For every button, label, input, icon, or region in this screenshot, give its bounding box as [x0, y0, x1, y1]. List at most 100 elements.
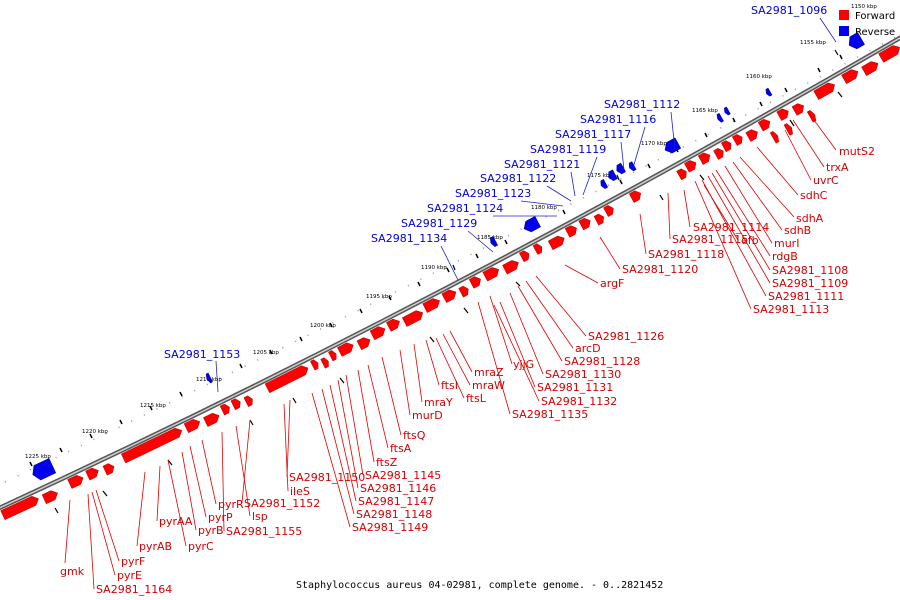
forward-gene-glyph[interactable] [102, 463, 115, 476]
gene-label-forward[interactable]: murD [412, 409, 443, 422]
gene-label-forward[interactable]: pyrB [198, 524, 224, 537]
reverse-gene-glyph[interactable] [848, 32, 865, 50]
reverse-gene-glyph[interactable] [664, 137, 682, 154]
gene-label-reverse[interactable]: SA2981_1129 [401, 217, 477, 230]
forward-gene-glyph[interactable] [468, 276, 481, 289]
forward-gene-glyph[interactable] [183, 419, 201, 434]
forward-gene-glyph[interactable] [757, 118, 771, 132]
forward-gene-glyph[interactable] [769, 130, 780, 144]
gene-label-forward[interactable]: SA2981_1155 [226, 525, 302, 538]
forward-gene-glyph[interactable] [628, 190, 642, 203]
gene-label-forward[interactable]: ftsZ [376, 456, 398, 469]
gene-label-forward[interactable]: SA2981_1132 [541, 395, 617, 408]
forward-gene-glyph[interactable] [337, 342, 354, 357]
gene-label-reverse[interactable]: SA2981_1134 [371, 232, 447, 245]
forward-gene-glyph[interactable] [813, 82, 836, 100]
gene-label-forward[interactable]: ileS [290, 485, 310, 498]
forward-gene-glyph[interactable] [593, 213, 604, 226]
reverse-gene-glyph[interactable] [724, 106, 731, 116]
gene-label-reverse[interactable]: SA2981_1122 [480, 172, 556, 185]
reverse-gene-glyph[interactable] [608, 169, 618, 181]
gene-label-reverse[interactable]: SA2981_1096 [751, 4, 827, 17]
gene-label-forward[interactable]: lsp [252, 510, 268, 523]
forward-gene-glyph[interactable] [386, 318, 400, 332]
gene-label-forward[interactable]: argF [600, 277, 624, 290]
gene-label-forward[interactable]: SA2981_1150 [289, 471, 365, 484]
gene-label-forward[interactable]: mraW [472, 379, 505, 392]
gene-label-reverse[interactable]: SA2981_1123 [455, 187, 531, 200]
gene-label-reverse[interactable]: SA2981_1121 [504, 158, 580, 171]
forward-gene-glyph[interactable] [532, 243, 543, 255]
gene-label-forward[interactable]: SA2981_1128 [564, 355, 640, 368]
forward-gene-glyph[interactable] [120, 427, 183, 464]
gene-label-forward[interactable]: sdhA [796, 212, 824, 225]
gene-label-forward[interactable]: SA2981_1111 [768, 290, 844, 303]
gene-label-forward[interactable]: SA2981_1148 [356, 508, 432, 521]
forward-gene-glyph[interactable] [676, 168, 687, 181]
gene-label-forward[interactable]: SA2981_1130 [545, 368, 621, 381]
reverse-gene-glyph[interactable] [32, 458, 57, 481]
forward-gene-glyph[interactable] [791, 103, 804, 116]
forward-gene-glyph[interactable] [731, 134, 743, 146]
gene-label-forward[interactable]: pyrP [208, 511, 233, 524]
forward-gene-glyph[interactable] [85, 467, 99, 481]
reverse-gene-glyph[interactable] [490, 236, 499, 248]
gene-label-forward[interactable]: pyrR [218, 498, 244, 511]
forward-gene-glyph[interactable] [441, 289, 457, 303]
gene-label-forward[interactable]: pyrAA [159, 515, 193, 528]
forward-gene-glyph[interactable] [713, 148, 724, 160]
forward-gene-glyph[interactable] [243, 395, 253, 408]
forward-gene-glyph[interactable] [219, 403, 230, 416]
gene-label-forward[interactable]: mraZ [474, 366, 504, 379]
forward-gene-glyph[interactable] [720, 140, 732, 153]
gene-label-forward[interactable]: mraY [424, 396, 453, 409]
forward-gene-glyph[interactable] [783, 123, 793, 136]
forward-gene-glyph[interactable] [861, 61, 879, 77]
gene-label-forward[interactable]: SA2981_1164 [96, 583, 172, 596]
gene-label-forward[interactable]: ftsA [390, 442, 412, 455]
gene-label-reverse[interactable]: SA2981_1119 [530, 143, 606, 156]
forward-gene-glyph[interactable] [564, 225, 577, 238]
forward-gene-glyph[interactable] [369, 326, 386, 341]
forward-gene-glyph[interactable] [67, 475, 84, 489]
gene-label-forward[interactable]: pyrC [188, 540, 214, 553]
gene-label-forward[interactable]: SA2981_1146 [360, 482, 436, 495]
gene-label-forward[interactable]: SA2981_1109 [772, 277, 848, 290]
gene-label-forward[interactable]: SA2981_1118 [648, 248, 724, 261]
gene-label-reverse[interactable]: SA2981_1153 [164, 348, 240, 361]
forward-gene-glyph[interactable] [745, 129, 758, 142]
forward-gene-glyph[interactable] [203, 412, 220, 427]
forward-gene-glyph[interactable] [697, 152, 711, 165]
forward-gene-glyph[interactable] [603, 205, 614, 217]
gene-label-forward[interactable]: efb [741, 234, 759, 247]
gene-label-forward[interactable]: SA2981_1152 [244, 497, 320, 510]
gene-label-forward[interactable]: ftsL [466, 392, 487, 405]
gene-label-forward[interactable]: SA2981_1113 [753, 303, 829, 316]
forward-gene-glyph[interactable] [0, 495, 39, 521]
gene-label-forward[interactable]: ftsI [441, 379, 458, 392]
reverse-gene-glyph[interactable] [765, 87, 773, 97]
gene-label-forward[interactable]: SA2981_1145 [365, 469, 441, 482]
forward-gene-glyph[interactable] [482, 267, 500, 282]
gene-label-forward[interactable]: mutS2 [839, 145, 875, 158]
gene-label-forward[interactable]: SA2981_1135 [512, 408, 588, 421]
reverse-gene-glyph[interactable] [716, 112, 724, 123]
gene-label-forward[interactable]: SA2981_1149 [352, 521, 428, 534]
forward-gene-glyph[interactable] [776, 108, 789, 121]
forward-gene-glyph[interactable] [518, 250, 530, 263]
gene-label-forward[interactable]: ftsQ [403, 429, 426, 442]
forward-gene-glyph[interactable] [458, 285, 469, 298]
forward-gene-glyph[interactable] [841, 69, 859, 85]
gene-label-forward[interactable]: trxA [826, 161, 849, 174]
gene-label-forward[interactable]: SA2981_1147 [358, 495, 434, 508]
gene-label-forward[interactable]: pyrAB [139, 540, 172, 553]
gene-label-forward[interactable]: pyrE [117, 569, 142, 582]
forward-gene-glyph[interactable] [502, 260, 519, 275]
gene-label-forward[interactable]: arcD [575, 342, 601, 355]
forward-gene-glyph[interactable] [320, 357, 329, 369]
gene-label-forward[interactable]: murI [774, 237, 799, 250]
forward-gene-glyph[interactable] [401, 310, 424, 327]
gene-label-forward[interactable]: rdgB [772, 250, 798, 263]
gene-label-forward[interactable]: yjjG [513, 358, 534, 371]
gene-label-reverse[interactable]: SA2981_1117 [555, 128, 631, 141]
